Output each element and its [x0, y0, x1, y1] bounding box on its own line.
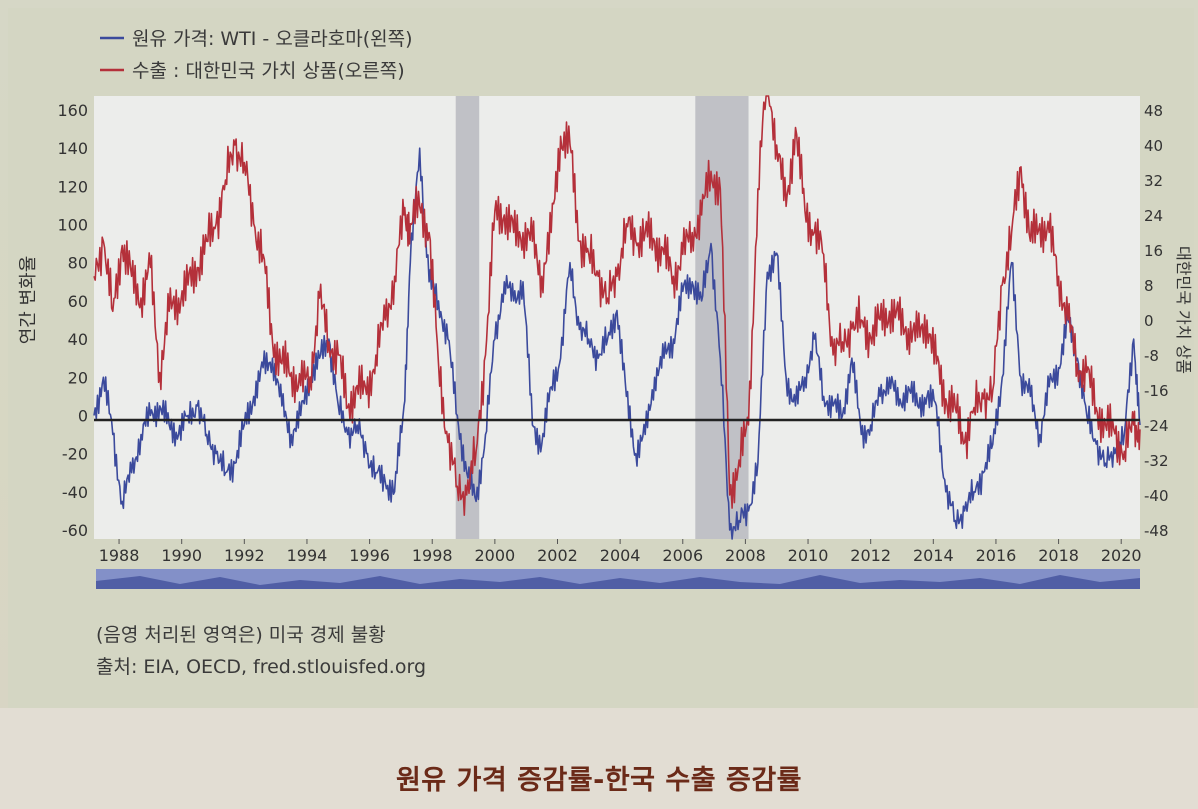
y-tick-right: -40: [1144, 487, 1169, 505]
series-layer: [93, 95, 1141, 540]
recession-band: [455, 96, 480, 539]
y-tick-right: -48: [1144, 522, 1169, 540]
series-line: [93, 95, 1141, 517]
xtick-layer: 1988 1990 1992 1994 1996 1998 2000 2002 2004 2006…: [99, 539, 1142, 565]
recession-band: [695, 96, 749, 539]
x-tick: 2008: [725, 546, 766, 565]
y-tick-right: 40: [1144, 137, 1163, 155]
y-tick-right: -8: [1144, 347, 1159, 365]
x-tick: 1996: [349, 546, 390, 565]
ytick-left-layer: 160 140 120 100 80 60 40 20 0 -20 -40 -60: [57, 101, 88, 540]
x-tick: 2018: [1038, 546, 1079, 565]
y-tick-left: 20: [68, 368, 88, 387]
x-tick: 2020: [1101, 546, 1142, 565]
y-tick-right: 0: [1144, 312, 1154, 330]
below-panel: [0, 708, 1198, 809]
recession-note: (음영 처리된 영역은) 미국 경제 불황: [96, 624, 386, 646]
legend-label-exports: 수출 : 대한민국 가치 상품(오른쪽): [132, 60, 405, 82]
y-tick-left: 80: [68, 254, 88, 273]
x-tick: 2000: [475, 546, 516, 565]
y-tick-right: -16: [1144, 382, 1169, 400]
figure-caption: 원유 가격 증감률-한국 수출 증감률: [395, 765, 803, 796]
ytick-right-layer: 48 40 32 24 16 8 0 -8 -16 -24 -32 -40 -48: [1144, 102, 1169, 540]
x-tick: 1998: [412, 546, 453, 565]
y-tick-right: 32: [1144, 172, 1163, 190]
y-tick-right: 24: [1144, 207, 1163, 225]
x-tick: 2016: [976, 546, 1017, 565]
x-tick: 2002: [537, 546, 578, 565]
series-line: [93, 147, 1141, 540]
x-tick: 2014: [913, 546, 954, 565]
y-tick-left: 100: [57, 216, 88, 235]
y-tick-left: -60: [62, 521, 88, 540]
y-tick-left: -40: [62, 483, 88, 502]
y-tick-right: -32: [1144, 452, 1169, 470]
y-tick-left: -20: [62, 445, 88, 464]
x-tick: 2004: [600, 546, 641, 565]
range-navigator-sparkline: [96, 575, 1140, 589]
y-tick-left: 160: [57, 101, 88, 120]
x-tick: 1994: [287, 546, 328, 565]
x-tick: 1988: [99, 546, 140, 565]
y-tick-right: -24: [1144, 417, 1169, 435]
y-axis-left-title: 연간 변화율: [18, 256, 39, 345]
legend-label-wti: 원유 가격: WTI - 오클라호마(왼쪽): [132, 28, 413, 50]
y-tick-left: 40: [68, 330, 88, 349]
y-tick-left: 120: [57, 177, 88, 196]
source-note: 출처: EIA, OECD, fred.stlouisfed.org: [96, 656, 427, 678]
x-tick: 1990: [161, 546, 202, 565]
y-tick-right: 8: [1144, 277, 1154, 295]
x-tick: 2006: [662, 546, 703, 565]
x-tick: 2010: [788, 546, 829, 565]
x-tick: 1992: [224, 546, 265, 565]
y-tick-left: 140: [57, 139, 88, 158]
y-tick-left: 0: [78, 406, 88, 425]
chart-notes: (음영 처리된 영역은) 미국 경제 불황 출처: EIA, OECD, fre…: [96, 619, 696, 683]
y-tick-right: 16: [1144, 242, 1163, 260]
y-axis-right-title: 대한민국 가치 상품: [1174, 246, 1193, 374]
y-tick-right: 48: [1144, 102, 1163, 120]
y-tick-left: 60: [68, 292, 88, 311]
x-tick: 2012: [850, 546, 891, 565]
